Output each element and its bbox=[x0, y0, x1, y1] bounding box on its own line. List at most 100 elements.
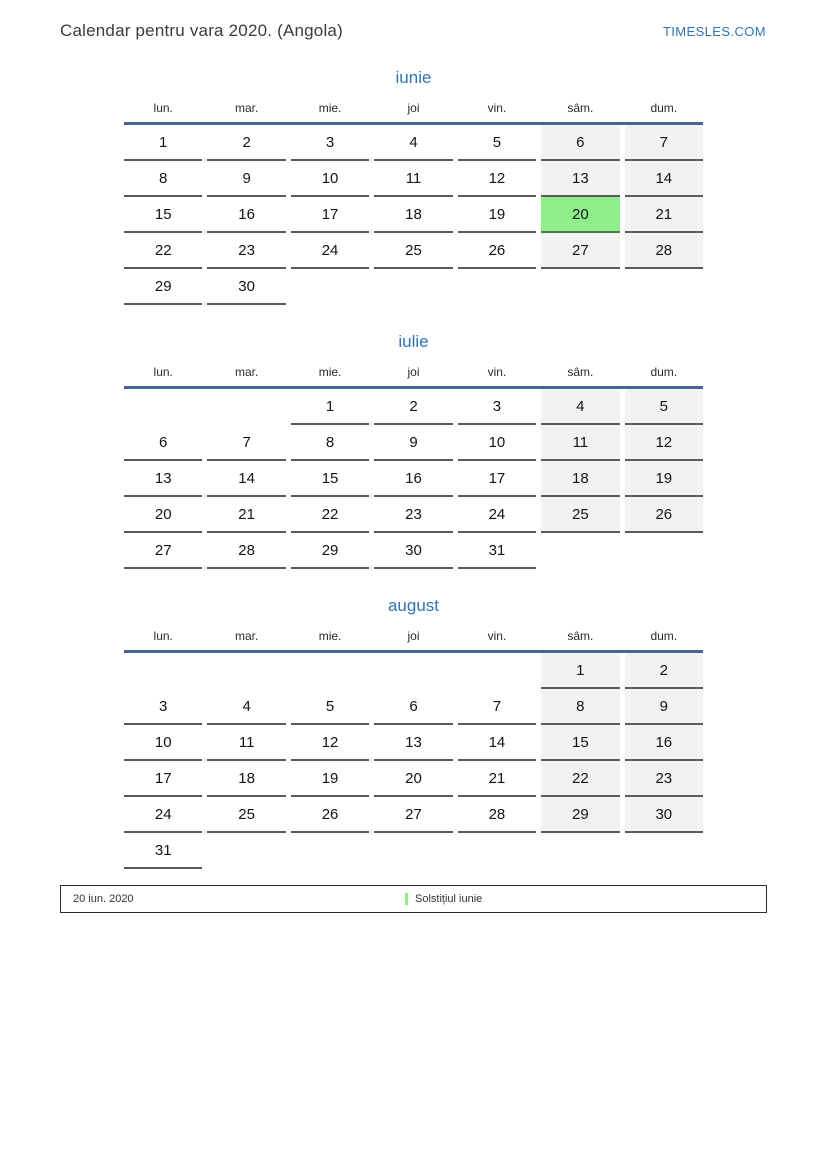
month-title: iulie bbox=[398, 332, 429, 351]
brand-link[interactable]: TIMESLES.COM bbox=[662, 24, 766, 39]
day-cell-iulie-15: 15 bbox=[290, 461, 370, 497]
day-headers-row: lun. mar. mie. joi vin. sâm. dum. bbox=[124, 101, 703, 115]
day-cell-august-8: 8 bbox=[541, 689, 620, 725]
empty-cell bbox=[291, 653, 369, 689]
day-cell-iulie-14: 14 bbox=[207, 461, 286, 497]
day-cell-iulie-27: 27 bbox=[124, 533, 203, 569]
month-title: august bbox=[387, 596, 440, 615]
day-cell-iunie-28: 28 bbox=[624, 233, 703, 269]
day-cell-iulie-10: 10 bbox=[457, 425, 537, 461]
legend-box: 20 iun. 2020 Solstițiul iunie bbox=[60, 885, 767, 913]
day-cell-iunie-3: 3 bbox=[290, 125, 370, 161]
day-cell-iulie-19: 19 bbox=[624, 461, 703, 497]
day-cell-iulie-4: 4 bbox=[541, 389, 620, 425]
day-cell-iunie-11: 11 bbox=[374, 161, 453, 197]
day-cell-iulie-23: 23 bbox=[374, 497, 453, 533]
day-cell-august-16: 16 bbox=[624, 725, 703, 761]
empty-cell bbox=[124, 653, 202, 689]
day-cell-iulie-31: 31 bbox=[457, 533, 537, 569]
month-title: iunie bbox=[395, 68, 432, 87]
day-cell-iunie-16: 16 bbox=[207, 197, 286, 233]
day-cell-august-22: 22 bbox=[541, 761, 620, 797]
month-iunie: iunie lun. mar. mie. joi vin. sâm. dum. 1 2 3 4 5 6 7 8… bbox=[124, 68, 703, 305]
empty-cell bbox=[458, 653, 536, 689]
day-cell-august-15: 15 bbox=[541, 725, 620, 761]
day-cell-august-17: 17 bbox=[124, 761, 203, 797]
empty-cell bbox=[207, 833, 285, 869]
empty-cell bbox=[207, 653, 285, 689]
day-header-dum: dum. bbox=[650, 365, 678, 379]
day-header-mie: mie. bbox=[318, 365, 342, 379]
day-cell-iulie-11: 11 bbox=[541, 425, 620, 461]
day-cell-iunie-6: 6 bbox=[541, 125, 620, 161]
day-cell-iulie-6: 6 bbox=[124, 425, 203, 461]
day-cell-iunie-14: 14 bbox=[624, 161, 703, 197]
empty-cell bbox=[541, 533, 619, 569]
day-cell-iulie-7: 7 bbox=[207, 425, 286, 461]
legend-event: Solstițiul iunie bbox=[405, 893, 482, 905]
month-august: august lun. mar. mie. joi vin. sâm. dum. 1 2 3 4 5 6 7… bbox=[124, 596, 703, 869]
empty-cell bbox=[458, 269, 536, 305]
day-cell-iulie-16: 16 bbox=[374, 461, 453, 497]
day-cell-iulie-1: 1 bbox=[290, 389, 370, 425]
day-cell-iulie-30: 30 bbox=[374, 533, 453, 569]
day-cell-iunie-19: 19 bbox=[457, 197, 537, 233]
day-cell-iunie-29: 29 bbox=[124, 269, 203, 305]
day-cell-iunie-8: 8 bbox=[124, 161, 203, 197]
day-headers-row: lun. mar. mie. joi vin. sâm. dum. bbox=[124, 629, 703, 643]
page-title: Calendar pentru vara 2020. (Angola) bbox=[60, 21, 343, 40]
month-grid: 1 2 3 4 5 6 7 8 9 10 11 12 13 14 15 16 17 18 19 20 21 22 23 24 2… bbox=[124, 122, 703, 305]
day-cell-iunie-12: 12 bbox=[457, 161, 537, 197]
day-header-dum: dum. bbox=[650, 629, 678, 643]
day-cell-iulie-13: 13 bbox=[124, 461, 203, 497]
day-cell-iulie-18: 18 bbox=[541, 461, 620, 497]
day-cell-iunie-18: 18 bbox=[374, 197, 453, 233]
day-cell-iunie-24: 24 bbox=[290, 233, 370, 269]
day-cell-august-13: 13 bbox=[374, 725, 453, 761]
day-cell-august-31: 31 bbox=[124, 833, 203, 869]
day-cell-iunie-2: 2 bbox=[207, 125, 286, 161]
day-cell-august-1: 1 bbox=[541, 653, 620, 689]
day-cell-iulie-24: 24 bbox=[457, 497, 537, 533]
day-header-lun: lun. bbox=[153, 629, 173, 643]
day-cell-august-23: 23 bbox=[624, 761, 703, 797]
day-cell-iulie-22: 22 bbox=[290, 497, 370, 533]
empty-cell bbox=[207, 389, 285, 425]
day-cell-iunie-21: 21 bbox=[624, 197, 703, 233]
empty-cell bbox=[374, 269, 452, 305]
empty-cell bbox=[625, 533, 703, 569]
day-cell-iulie-28: 28 bbox=[207, 533, 286, 569]
empty-cell bbox=[458, 833, 536, 869]
day-cell-iulie-26: 26 bbox=[624, 497, 703, 533]
empty-cell bbox=[291, 269, 369, 305]
day-cell-iunie-20: 20 bbox=[541, 197, 620, 233]
day-headers-row: lun. mar. mie. joi vin. sâm. dum. bbox=[124, 365, 703, 379]
day-cell-august-26: 26 bbox=[290, 797, 370, 833]
months-container: iunie lun. mar. mie. joi vin. sâm. dum. 1 2 3 4 5 6 7 8… bbox=[124, 68, 703, 869]
day-cell-august-25: 25 bbox=[207, 797, 286, 833]
empty-cell bbox=[625, 833, 703, 869]
day-header-joi: joi bbox=[407, 365, 420, 379]
day-header-lun: lun. bbox=[153, 101, 173, 115]
day-header-mar: mar. bbox=[234, 365, 259, 379]
day-cell-iunie-9: 9 bbox=[207, 161, 286, 197]
empty-cell bbox=[124, 389, 202, 425]
empty-cell bbox=[374, 653, 452, 689]
day-cell-august-2: 2 bbox=[624, 653, 703, 689]
day-header-mar: mar. bbox=[234, 629, 259, 643]
day-cell-august-18: 18 bbox=[207, 761, 286, 797]
day-header-sm: sâm. bbox=[567, 101, 594, 115]
day-header-joi: joi bbox=[407, 629, 420, 643]
day-cell-iunie-22: 22 bbox=[124, 233, 203, 269]
day-cell-august-27: 27 bbox=[374, 797, 453, 833]
day-cell-august-12: 12 bbox=[290, 725, 370, 761]
day-cell-iulie-25: 25 bbox=[541, 497, 620, 533]
day-cell-iulie-9: 9 bbox=[374, 425, 453, 461]
month-grid: 1 2 3 4 5 6 7 8 9 10 11 12 13 14 15 16 17 18 19 20 21 22 23 24 2… bbox=[124, 386, 703, 569]
day-cell-iunie-27: 27 bbox=[541, 233, 620, 269]
day-header-vin: vin. bbox=[487, 365, 507, 379]
day-header-vin: vin. bbox=[487, 101, 507, 115]
day-cell-august-6: 6 bbox=[374, 689, 453, 725]
day-cell-august-10: 10 bbox=[124, 725, 203, 761]
day-cell-august-30: 30 bbox=[624, 797, 703, 833]
